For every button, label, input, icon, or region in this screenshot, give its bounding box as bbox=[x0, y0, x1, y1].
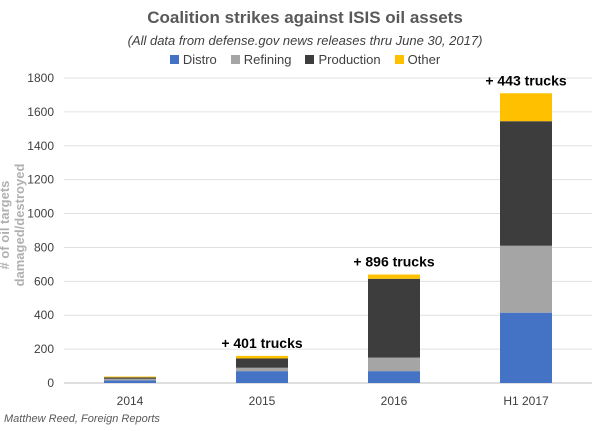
bar-other bbox=[368, 274, 420, 279]
y-tick-label: 200 bbox=[34, 342, 54, 356]
bar-refining bbox=[236, 367, 288, 372]
bar-distro bbox=[236, 371, 288, 383]
bar-distro bbox=[500, 312, 552, 383]
bar-other bbox=[104, 376, 156, 378]
y-tick-label: 1000 bbox=[27, 207, 54, 221]
y-tick-label: 800 bbox=[34, 240, 54, 254]
legend-label-other: Other bbox=[407, 52, 441, 67]
legend-item-other: Other bbox=[394, 52, 441, 67]
bar-refining bbox=[104, 378, 156, 381]
chart-title: Coalition strikes against ISIS oil asset… bbox=[147, 8, 463, 27]
bar-production bbox=[236, 358, 288, 368]
y-tick-label: 400 bbox=[34, 308, 54, 322]
legend-label-refining: Refining bbox=[243, 52, 292, 67]
y-tick-label: 1600 bbox=[27, 105, 54, 119]
x-tick-label: 2016 bbox=[381, 394, 408, 408]
legend-label-production: Production bbox=[318, 52, 381, 67]
legend-swatch-refining bbox=[230, 55, 240, 64]
legend-swatch-other bbox=[394, 55, 404, 64]
annotation-label: + 896 trucks bbox=[353, 254, 435, 270]
y-tick-label: 1800 bbox=[27, 71, 54, 85]
legend-item-distro: Distro bbox=[169, 52, 217, 67]
bar-distro bbox=[368, 371, 420, 383]
annotation-label: + 401 trucks bbox=[221, 335, 303, 351]
legend-item-production: Production bbox=[305, 52, 381, 67]
bar-refining bbox=[368, 357, 420, 372]
y-tick-label: 0 bbox=[47, 376, 54, 390]
chart-subtitle: (All data from defense.gov news releases… bbox=[127, 33, 483, 48]
x-tick-label: 2015 bbox=[249, 394, 276, 408]
bar-other bbox=[500, 93, 552, 122]
bar-other bbox=[236, 355, 288, 359]
legend-swatch-production bbox=[305, 55, 315, 64]
y-tick-label: 1200 bbox=[27, 173, 54, 187]
y-tick-label: 1400 bbox=[27, 139, 54, 153]
bar-production bbox=[104, 377, 156, 379]
y-tick-label: 600 bbox=[34, 274, 54, 288]
bar-refining bbox=[500, 245, 552, 313]
bar-production bbox=[368, 278, 420, 358]
legend-swatch-distro bbox=[169, 55, 179, 64]
x-tick-label: 2014 bbox=[117, 394, 144, 408]
credit: Matthew Reed, Foreign Reports bbox=[4, 413, 160, 425]
bar-production bbox=[500, 121, 552, 246]
legend-item-refining: Refining bbox=[230, 52, 292, 67]
annotation-label: + 443 trucks bbox=[485, 72, 567, 88]
x-tick-label: H1 2017 bbox=[503, 394, 549, 408]
legend: Distro Refining Production Other bbox=[0, 52, 610, 67]
bar-distro bbox=[104, 380, 156, 383]
legend-label-distro: Distro bbox=[182, 52, 217, 67]
